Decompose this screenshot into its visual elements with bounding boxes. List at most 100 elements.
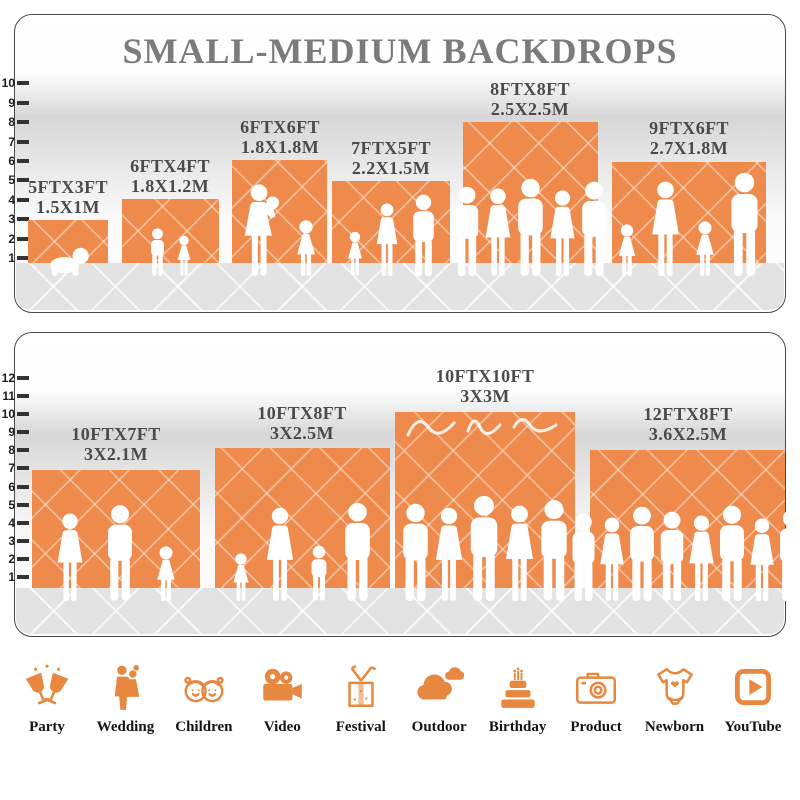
category-video: Video (247, 660, 317, 736)
silhouette-large-group (572, 505, 800, 601)
backdrop-label: 7FTX5FT 2.2X1.5M (351, 138, 431, 179)
ruler-mark: 6 (0, 154, 29, 168)
silhouette-family-of-four (612, 172, 766, 276)
ruler-mark: 7 (0, 135, 29, 149)
party-icon (21, 660, 73, 712)
tick-icon (17, 503, 29, 507)
backdrop-6x6 (232, 160, 327, 276)
silhouette-family-of-three (332, 194, 450, 276)
silhouette-mother-and-girl (232, 184, 327, 276)
tick-icon (17, 539, 29, 543)
youtube-icon (727, 660, 779, 712)
ruler-mark: 12 (0, 371, 29, 385)
tick-icon (17, 575, 29, 579)
backdrop-label: 12FTX8FT 3.6X2.5M (643, 404, 733, 445)
backdrop-label: 6FTX4FT 1.8X1.2M (130, 156, 210, 197)
ruler-mark: 4 (0, 193, 29, 207)
bottom-panel-floor (16, 588, 784, 634)
backdrop-10x7 (32, 470, 200, 601)
backdrop-6x4 (122, 199, 219, 276)
tick-icon (17, 448, 29, 452)
silhouette-group-of-five (395, 495, 575, 601)
backdrop-label: 6FTX6FT 1.8X1.8M (240, 117, 320, 158)
page-title: SMALL-MEDIUM BACKDROPS (122, 31, 678, 71)
newborn-icon (649, 660, 701, 712)
category-wedding: Wedding (90, 660, 160, 736)
backdrop-9x6 (612, 162, 766, 276)
ruler-mark: 11 (0, 389, 29, 403)
outdoor-icon (413, 660, 465, 712)
tick-icon (17, 101, 29, 105)
tick-icon (17, 376, 29, 380)
video-icon (256, 660, 308, 712)
tick-icon (17, 430, 29, 434)
tick-icon (17, 198, 29, 202)
watermark-squiggle (406, 418, 558, 437)
ruler-mark: 3 (0, 212, 29, 226)
backdrop-label: 10FTX10FT 3X3M (435, 366, 535, 407)
ruler-mark: 10 (0, 407, 29, 421)
tick-icon (17, 485, 29, 489)
category-outdoor: Outdoor (404, 660, 474, 736)
ruler-mark: 3 (0, 534, 29, 548)
silhouette-couple-and-girl (32, 504, 200, 601)
backdrop-label: 9FTX6FT 2.7X1.8M (649, 118, 729, 159)
backdrop-label: 10FTX7FT 3X2.1M (71, 424, 161, 465)
tick-icon (17, 81, 29, 85)
backdrop-10x8 (215, 448, 390, 601)
tick-icon (17, 557, 29, 561)
product-icon (570, 660, 622, 712)
birthday-icon (492, 660, 544, 712)
backdrop-7x5 (332, 181, 450, 276)
silhouette-group-of-five (455, 178, 606, 276)
tick-icon (17, 412, 29, 416)
silhouette-walking-family (215, 502, 390, 601)
tick-icon (17, 521, 29, 525)
backdrop-12x8 (572, 450, 800, 601)
tick-icon (17, 140, 29, 144)
ruler-mark: 6 (0, 480, 29, 494)
ruler-mark: 8 (0, 115, 29, 129)
tick-icon (17, 394, 29, 398)
tick-icon (17, 159, 29, 163)
silhouette-crawling-baby (28, 246, 108, 276)
ruler-mark: 1 (0, 251, 29, 265)
backdrop-label: 10FTX8FT 3X2.5M (257, 403, 347, 444)
category-birthday: Birthday (483, 660, 553, 736)
silhouette-boy-girl (122, 228, 219, 276)
backdrop-10x10 (395, 412, 575, 601)
ruler-mark: 9 (0, 96, 29, 110)
ruler-mark: 8 (0, 443, 29, 457)
festival-icon (335, 660, 387, 712)
tick-icon (17, 466, 29, 470)
backdrop-5x3 (28, 220, 108, 276)
ruler-mark: 7 (0, 461, 29, 475)
category-row: Party Wedding (12, 660, 788, 736)
ruler-mark: 4 (0, 516, 29, 530)
category-festival: Festival (326, 660, 396, 736)
ruler-mark: 9 (0, 425, 29, 439)
ruler-mark: 10 (0, 76, 29, 90)
backdrop-label: 5FTX3FT 1.5X1M (28, 177, 108, 218)
category-youtube: YouTube (718, 660, 788, 736)
category-party: Party (12, 660, 82, 736)
backdrop-8x8 (455, 122, 606, 276)
wedding-icon (99, 660, 151, 712)
category-newborn: Newborn (640, 660, 710, 736)
ruler-mark: 5 (0, 173, 29, 187)
top-panel-floor (16, 263, 784, 310)
ruler-mark: 5 (0, 498, 29, 512)
ruler-mark: 2 (0, 232, 29, 246)
ruler-mark: 1 (0, 570, 29, 584)
tick-icon (17, 237, 29, 241)
ruler-mark: 2 (0, 552, 29, 566)
category-product: Product (561, 660, 631, 736)
children-icon (178, 660, 230, 712)
tick-icon (17, 120, 29, 124)
tick-icon (17, 178, 29, 182)
backdrop-label: 8FTX8FT 2.5X2.5M (490, 79, 570, 120)
category-children: Children (169, 660, 239, 736)
tick-icon (17, 217, 29, 221)
tick-icon (17, 256, 29, 260)
